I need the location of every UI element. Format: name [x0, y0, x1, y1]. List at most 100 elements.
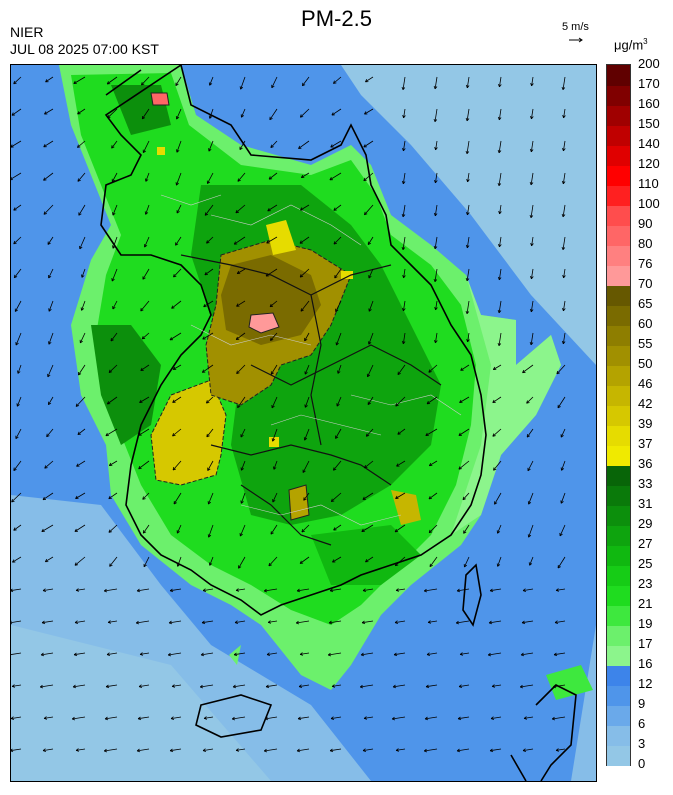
- wind-arrow: [268, 620, 278, 623]
- wind-arrow-head: [435, 180, 438, 184]
- wind-arrow-head: [425, 684, 429, 688]
- wind-arrow-head: [434, 306, 436, 311]
- wind-arrow-head: [328, 654, 332, 657]
- wind-arrow-head: [497, 116, 500, 121]
- wind-arrow: [171, 716, 182, 719]
- wind-arrow-head: [171, 684, 175, 687]
- wind-arrow-head: [424, 718, 429, 721]
- wind-arrow-head: [106, 401, 109, 405]
- wind-arrow-head: [526, 402, 530, 404]
- wind-arrow: [208, 492, 214, 505]
- wind-arrow-head: [364, 464, 366, 469]
- wind-arrow-head: [492, 435, 496, 437]
- wind-arrow-head: [428, 369, 431, 373]
- wind-arrow-head: [299, 560, 302, 564]
- legend-swatch: [607, 125, 630, 146]
- wind-arrow-head: [142, 337, 146, 340]
- wind-arrow: [492, 396, 502, 403]
- wind-arrow-head: [519, 684, 523, 688]
- wind-arrow-head: [13, 242, 17, 245]
- wind-arrow-head: [103, 748, 107, 752]
- wind-arrow: [499, 76, 502, 87]
- map-title: PM-2.5: [301, 6, 372, 31]
- wind-arrow: [75, 396, 86, 407]
- wind-arrow-head: [401, 213, 404, 218]
- wind-arrow-head: [562, 87, 566, 91]
- legend-level-label: 16: [638, 656, 653, 671]
- wind-arrow: [11, 492, 22, 503]
- wind-arrow: [492, 428, 502, 437]
- wind-arrow: [499, 236, 502, 247]
- wind-arrow-head: [433, 85, 436, 90]
- wind-arrow: [337, 364, 342, 374]
- wind-arrow: [41, 652, 54, 656]
- wind-arrow-head: [138, 686, 143, 688]
- wind-arrow: [77, 108, 86, 115]
- pm-zone-small-1: [288, 484, 310, 521]
- wind-arrow: [75, 620, 86, 623]
- wind-arrow: [556, 364, 566, 375]
- wind-arrow-head: [42, 496, 45, 500]
- wind-arrow-head: [434, 179, 436, 184]
- wind-arrow-head: [108, 371, 113, 373]
- wind-arrow-head: [265, 686, 270, 689]
- legend-level-label: 170: [638, 76, 660, 91]
- wind-arrow-head: [105, 684, 109, 688]
- legend-swatch: [607, 645, 630, 666]
- wind-arrow: [233, 684, 246, 688]
- legend-swatch: [607, 205, 630, 226]
- wind-arrow: [490, 588, 502, 592]
- wind-arrow-head: [74, 622, 79, 624]
- wind-arrow-head: [365, 79, 368, 82]
- wind-arrow: [177, 556, 182, 567]
- wind-arrow: [297, 588, 310, 592]
- wind-arrow-head: [498, 117, 502, 121]
- legend-level-label: 12: [638, 676, 653, 691]
- wind-arrow: [73, 76, 86, 84]
- legend-swatch: [607, 305, 630, 326]
- wind-arrow: [332, 556, 342, 563]
- wind-arrow: [73, 684, 86, 688]
- wind-arrow-head: [296, 588, 300, 592]
- wind-arrow-head: [75, 403, 78, 407]
- wind-arrow: [563, 300, 566, 311]
- wind-arrow-head: [173, 274, 175, 278]
- wind-arrow-head: [15, 309, 19, 312]
- wind-arrow: [427, 652, 438, 655]
- wind-arrow-head: [552, 684, 556, 688]
- wind-arrow-head: [299, 654, 304, 656]
- wind-arrow: [333, 460, 342, 471]
- wind-arrow-head: [107, 620, 111, 623]
- wind-arrow-head: [168, 622, 173, 625]
- wind-arrow-head: [529, 214, 532, 218]
- wind-arrow: [78, 364, 86, 376]
- pm-zone-dark-olive: [221, 255, 321, 345]
- wind-arrow: [460, 652, 470, 655]
- wind-arrow-head: [239, 86, 241, 90]
- wind-arrow: [367, 364, 374, 377]
- wind-arrow-head: [75, 588, 79, 591]
- wind-arrow-head: [109, 564, 113, 567]
- wind-arrow-head: [206, 242, 210, 244]
- legend-swatch: [607, 685, 630, 706]
- wind-arrow-head: [266, 654, 271, 656]
- datetime-label: JUL 08 2025 07:00 KST: [10, 41, 159, 57]
- wind-arrow: [434, 108, 438, 122]
- wind-arrow-head: [11, 748, 13, 751]
- wind-arrow: [236, 748, 246, 751]
- wind-arrow-head: [296, 748, 300, 752]
- wind-arrow: [428, 492, 438, 500]
- wind-arrow: [48, 396, 54, 405]
- wind-arrow: [111, 268, 118, 282]
- wind-arrow-head: [137, 718, 142, 721]
- wind-arrow: [527, 460, 534, 471]
- wind-arrow: [396, 588, 406, 591]
- wind-arrow-head: [462, 498, 466, 501]
- wind-arrow: [81, 268, 86, 278]
- wind-arrow: [361, 652, 374, 656]
- wind-arrow-head: [466, 178, 468, 183]
- wind-arrow-head: [429, 565, 433, 568]
- wind-arrow: [237, 396, 246, 408]
- wind-arrow: [402, 332, 406, 344]
- wind-arrow: [142, 492, 150, 500]
